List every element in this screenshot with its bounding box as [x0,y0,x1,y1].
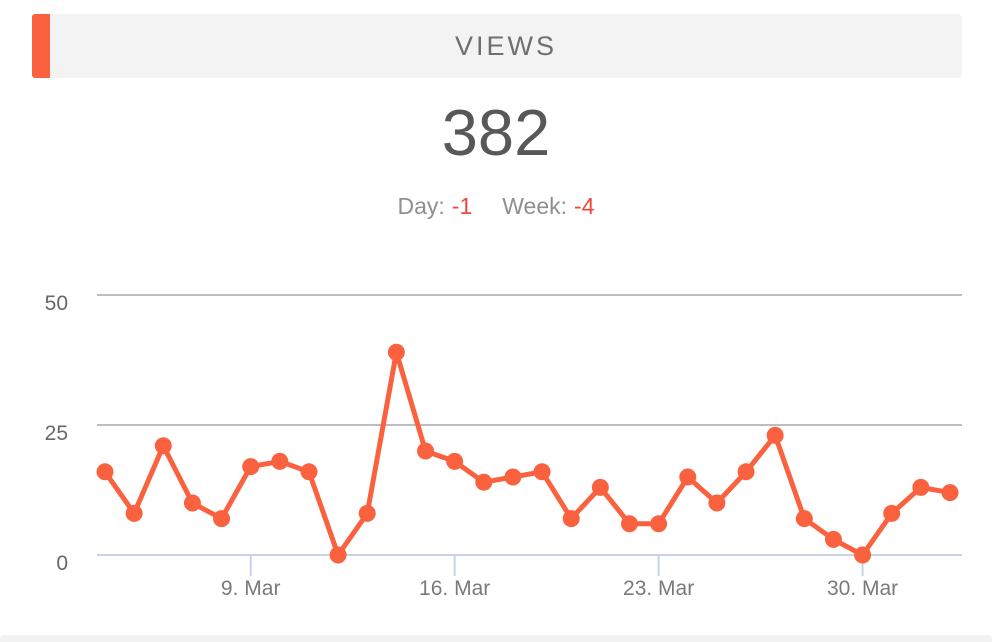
data-point-19. Mar[interactable] [533,463,551,481]
data-point-18. Mar[interactable] [504,468,522,486]
widget-title: VIEWS [454,30,557,61]
data-point-21. Mar[interactable] [591,478,609,496]
data-point-30. Mar[interactable] [854,546,872,564]
week-delta-value: -4 [574,193,595,219]
data-point-1. Apr[interactable] [912,478,930,496]
data-point-8. Mar[interactable] [213,510,231,528]
svg-text:9. Mar: 9. Mar [221,577,281,600]
data-point-12. Mar[interactable] [329,546,347,564]
data-point-10. Mar[interactable] [271,452,289,470]
data-point-4. Mar[interactable] [96,463,114,481]
data-point-26. Mar[interactable] [737,463,755,481]
delta-row: Day: -1 Week: -4 [0,192,992,220]
svg-text:23. Mar: 23. Mar [623,577,694,600]
header-accent-bar [32,14,50,78]
data-point-9. Mar[interactable] [242,458,260,476]
data-point-24. Mar[interactable] [679,468,697,486]
data-point-11. Mar[interactable] [300,463,318,481]
data-point-2. Apr[interactable] [941,484,959,502]
data-point-27. Mar[interactable] [766,426,784,444]
svg-text:30. Mar: 30. Mar [827,577,898,600]
data-point-15. Mar[interactable] [417,442,435,460]
data-point-16. Mar[interactable] [446,452,464,470]
data-point-25. Mar[interactable] [708,494,726,512]
day-delta-label: Day: [397,193,445,219]
data-point-13. Mar[interactable] [358,504,376,522]
data-point-31. Mar[interactable] [883,504,901,522]
svg-text:25: 25 [45,422,68,445]
data-point-22. Mar[interactable] [620,515,638,533]
data-point-20. Mar[interactable] [562,510,580,528]
data-point-17. Mar[interactable] [475,473,493,491]
svg-text:50: 50 [45,292,68,315]
data-point-28. Mar[interactable] [795,510,813,528]
total-views-value: 382 [441,96,551,169]
week-delta-label: Week: [502,193,568,219]
header-title-bar: VIEWS [50,14,962,78]
data-point-7. Mar[interactable] [183,494,201,512]
data-point-5. Mar[interactable] [125,504,143,522]
data-point-14. Mar[interactable] [387,343,405,361]
views-line-chart[interactable]: 0 25 50 9. Mar 16. Mar 23. Mar 30. Mar [0,270,992,615]
data-point-6. Mar[interactable] [154,437,172,455]
data-point-29. Mar[interactable] [824,530,842,548]
day-delta-value: -1 [451,193,473,219]
svg-text:16. Mar: 16. Mar [419,577,490,600]
next-card-top-edge [0,635,992,642]
data-point-23. Mar[interactable] [650,515,668,533]
svg-text:0: 0 [56,552,68,575]
